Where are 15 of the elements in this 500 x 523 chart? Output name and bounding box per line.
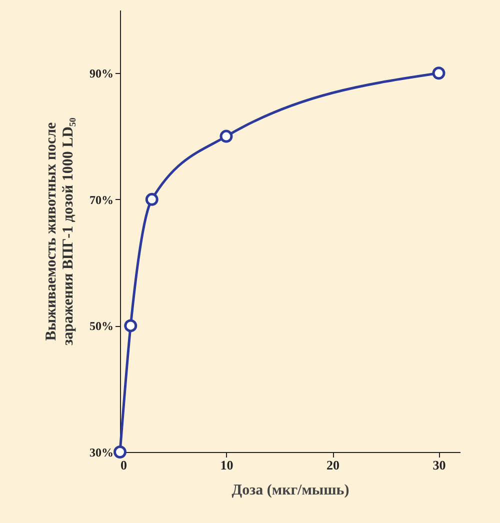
x-tick-label: 30 (432, 458, 446, 472)
y-tick-label: 70% (90, 192, 114, 207)
x-tick-label: 0 (120, 458, 127, 472)
y-axis-title: Выживаемость животных после заражения ВПГ-1 дозой 1000 LD₅₀ (44, 117, 76, 346)
point (220, 130, 233, 143)
point (124, 319, 138, 332)
y-tick-label: 50% (90, 319, 114, 334)
y-tick-label: 90% (90, 66, 114, 81)
point (145, 192, 158, 206)
x-tick-label: 20 (326, 458, 340, 472)
point (114, 446, 126, 458)
point (432, 66, 446, 80)
y-tick-label: 30% (90, 446, 114, 460)
x-axis-title: Доза (мкг/мышь) (232, 482, 350, 498)
x-tick-label: 10 (220, 458, 234, 472)
